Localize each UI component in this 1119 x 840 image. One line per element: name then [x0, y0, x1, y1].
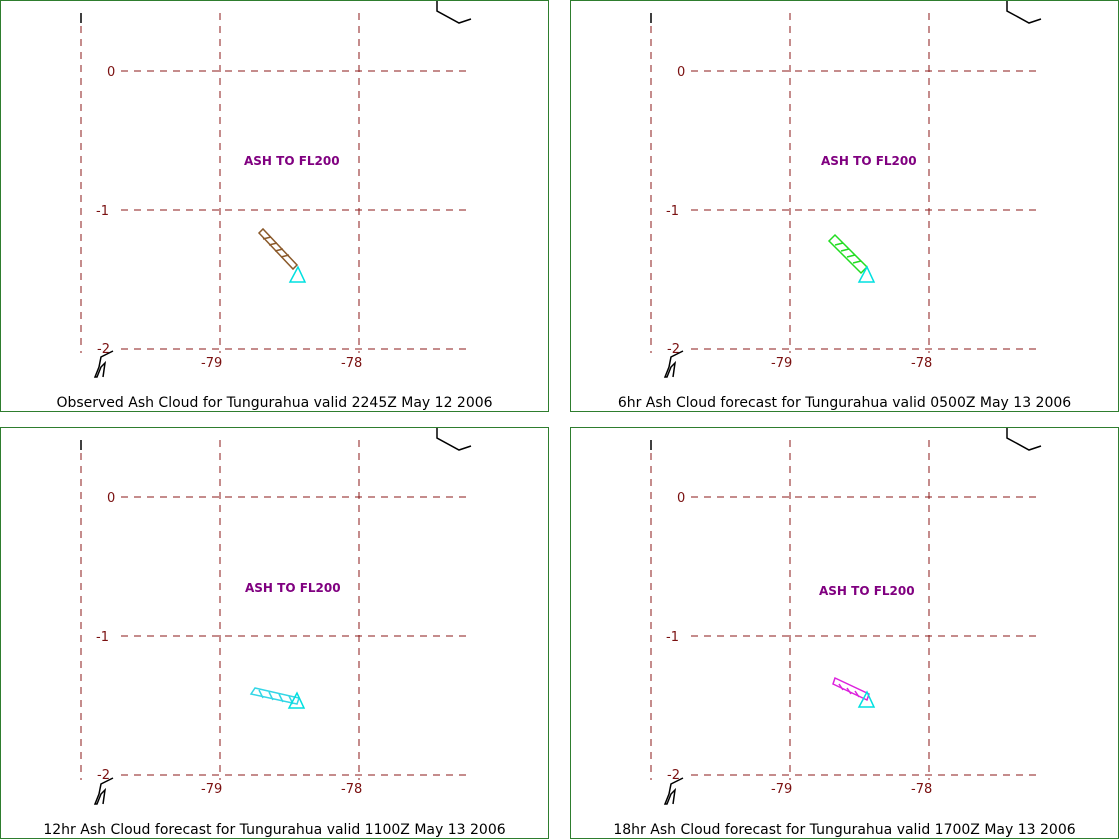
map-panel-12hr: 0 -1 -2 -79 -78 ASH TO FL200 12hr Ash Cl… [0, 427, 549, 839]
lon-label-78: -78 [911, 782, 932, 797]
ash-label: ASH TO FL200 [819, 584, 915, 598]
lat-label-0: 0 [677, 491, 685, 506]
lat-label-2: -2 [667, 342, 680, 357]
ash-cloud-polygon [832, 676, 870, 702]
map-canvas: 0 -1 -2 -79 -78 ASH TO FL200 [650, 1, 1042, 378]
lon-label-79: -79 [201, 782, 222, 797]
volcano-triangle-icon [288, 265, 307, 283]
coastline [650, 428, 1042, 805]
ash-label: ASH TO FL200 [245, 581, 341, 595]
lon-label-78: -78 [341, 782, 362, 797]
map-panel-observed: 0 -1 -2 -79 -78 ASH TO FL200 Observed As… [0, 0, 549, 412]
lat-label-0: 0 [107, 65, 115, 80]
map-panel-18hr: 0 -1 -2 -79 -78 ASH TO FL200 18hr Ash Cl… [570, 427, 1119, 839]
lon-label-78: -78 [911, 356, 932, 371]
lat-label-1: -1 [666, 204, 679, 219]
lat-label-2: -2 [97, 342, 110, 357]
lon-label-79: -79 [771, 782, 792, 797]
volcano-triangle-icon [857, 265, 876, 283]
graticule [650, 13, 1041, 353]
lat-label-1: -1 [96, 204, 109, 219]
ash-label: ASH TO FL200 [244, 154, 340, 168]
map-canvas: 0 -1 -2 -79 -78 ASH TO FL200 [80, 1, 472, 378]
map-canvas: 0 -1 -2 -79 -78 ASH TO FL200 [650, 428, 1042, 805]
graticule [650, 440, 1041, 780]
map-canvas: 0 -1 -2 -79 -78 ASH TO FL200 [80, 428, 472, 805]
lat-label-1: -1 [666, 630, 679, 645]
coastline [80, 1, 472, 378]
lat-label-2: -2 [667, 768, 680, 783]
volcano-triangle-icon [287, 691, 306, 709]
lat-label-1: -1 [96, 630, 109, 645]
panel-caption: 12hr Ash Cloud forecast for Tungurahua v… [43, 822, 506, 838]
panel-caption: 6hr Ash Cloud forecast for Tungurahua va… [617, 395, 1072, 411]
lat-label-2: -2 [97, 768, 110, 783]
lon-label-79: -79 [771, 356, 792, 371]
graticule [80, 13, 471, 353]
lon-label-79: -79 [201, 356, 222, 371]
volcano-triangle-icon [857, 690, 876, 708]
panel-caption: 18hr Ash Cloud forecast for Tungurahua v… [613, 822, 1076, 838]
ash-cloud-polygon [257, 227, 299, 271]
map-panel-6hr: 0 -1 -2 -79 -78 ASH TO FL200 6hr Ash Clo… [570, 0, 1119, 412]
coastline [80, 428, 472, 805]
panel-caption: Observed Ash Cloud for Tungurahua valid … [56, 395, 493, 411]
coastline [650, 1, 1042, 378]
ash-cloud-polygon [827, 233, 869, 275]
ash-label: ASH TO FL200 [821, 154, 917, 168]
lat-label-0: 0 [107, 491, 115, 506]
graticule [80, 440, 471, 780]
lon-label-78: -78 [341, 356, 362, 371]
lat-label-0: 0 [677, 65, 685, 80]
